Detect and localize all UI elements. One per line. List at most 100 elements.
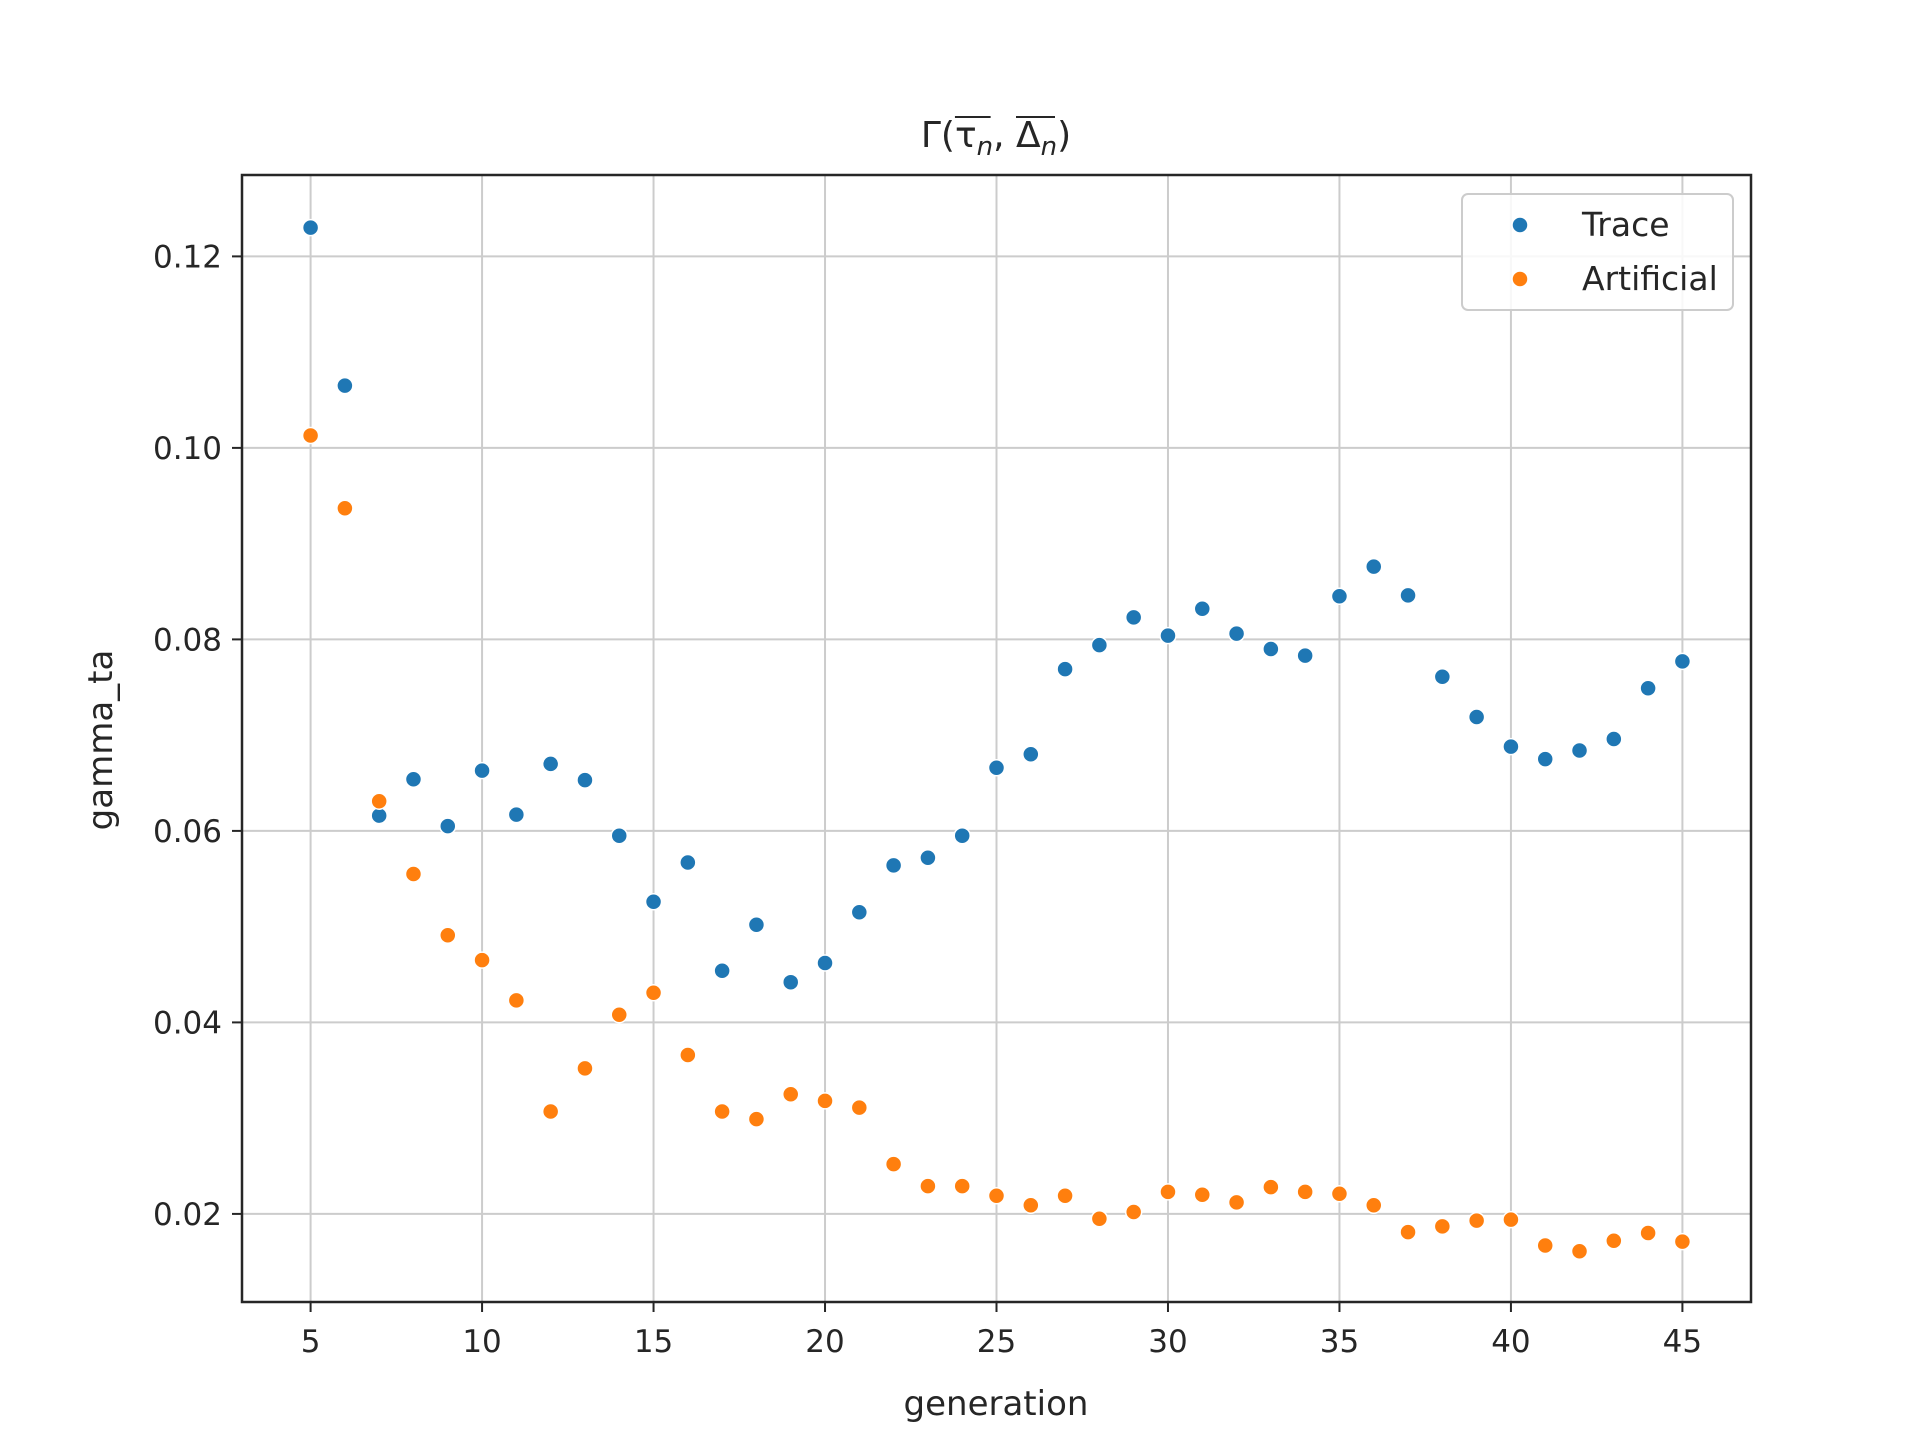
point-trace bbox=[301, 218, 320, 237]
point-artificial bbox=[336, 499, 354, 517]
point-trace bbox=[884, 856, 903, 875]
point-trace bbox=[1330, 587, 1349, 606]
y-tick-label: 0.08 bbox=[153, 622, 222, 658]
point-artificial bbox=[884, 1155, 903, 1173]
point-artificial bbox=[713, 1102, 731, 1121]
title-tau: τ bbox=[955, 115, 977, 156]
point-trace bbox=[781, 973, 800, 991]
point-artificial bbox=[301, 426, 320, 445]
point-trace bbox=[336, 376, 354, 395]
point-trace bbox=[1399, 586, 1417, 605]
point-artificial bbox=[370, 792, 388, 810]
point-artificial bbox=[1330, 1185, 1349, 1203]
point-artificial bbox=[439, 926, 457, 945]
point-trace bbox=[644, 893, 663, 911]
point-trace bbox=[713, 961, 731, 980]
point-trace bbox=[1193, 600, 1212, 618]
point-artificial bbox=[816, 1092, 834, 1110]
point-artificial bbox=[747, 1110, 766, 1128]
x-tick-label: 15 bbox=[634, 1324, 673, 1360]
legend-label-artificial: Artificial bbox=[1582, 259, 1718, 298]
title-subscript-2: n bbox=[1041, 132, 1057, 162]
title-separator: , bbox=[993, 115, 1016, 156]
point-artificial bbox=[541, 1102, 560, 1121]
legend-marker-trace bbox=[1511, 216, 1529, 234]
point-artificial bbox=[987, 1186, 1006, 1205]
point-trace bbox=[541, 755, 560, 773]
point-trace bbox=[1605, 730, 1623, 748]
point-trace bbox=[507, 805, 526, 824]
point-trace bbox=[610, 826, 628, 845]
point-trace bbox=[1159, 626, 1177, 645]
point-trace bbox=[1365, 557, 1383, 576]
point-artificial bbox=[1570, 1242, 1589, 1261]
point-artificial bbox=[404, 865, 423, 883]
point-trace bbox=[1639, 679, 1657, 697]
point-trace bbox=[1536, 750, 1554, 768]
point-trace bbox=[1296, 646, 1314, 665]
point-artificial bbox=[781, 1085, 800, 1103]
legend-label-trace: Trace bbox=[1581, 205, 1670, 244]
point-artificial bbox=[473, 951, 491, 969]
legend-box bbox=[1461, 193, 1734, 311]
x-tick-label: 10 bbox=[462, 1324, 501, 1360]
x-axis-label: generation bbox=[904, 1384, 1089, 1424]
point-artificial bbox=[1467, 1211, 1486, 1230]
point-artificial bbox=[1673, 1232, 1692, 1251]
point-artificial bbox=[1022, 1196, 1040, 1215]
point-trace bbox=[1022, 745, 1040, 764]
plot-frame bbox=[240, 173, 1753, 1304]
point-artificial bbox=[1605, 1231, 1623, 1250]
point-trace bbox=[850, 903, 869, 922]
y-tick-label: 0.04 bbox=[153, 1005, 222, 1041]
point-artificial bbox=[1502, 1210, 1520, 1229]
point-trace bbox=[1090, 636, 1109, 654]
x-tick-label: 5 bbox=[301, 1324, 321, 1360]
point-trace bbox=[953, 826, 971, 845]
point-trace bbox=[919, 848, 937, 867]
point-trace bbox=[473, 761, 491, 780]
point-trace bbox=[370, 806, 388, 825]
point-trace bbox=[987, 758, 1006, 777]
point-trace bbox=[1227, 624, 1246, 643]
point-artificial bbox=[1296, 1183, 1314, 1201]
point-artificial bbox=[1365, 1196, 1383, 1215]
point-artificial bbox=[1262, 1178, 1280, 1196]
point-artificial bbox=[644, 983, 663, 1002]
point-trace bbox=[1467, 708, 1486, 726]
point-trace bbox=[439, 817, 457, 835]
chart-title: Γ(τn, Δn) bbox=[921, 115, 1071, 162]
point-artificial bbox=[1536, 1236, 1554, 1255]
y-tick-label: 0.12 bbox=[153, 239, 222, 275]
x-tick-label: 30 bbox=[1148, 1324, 1187, 1360]
point-trace bbox=[1502, 737, 1520, 756]
point-trace bbox=[747, 915, 766, 934]
y-tick-label: 0.02 bbox=[153, 1197, 222, 1233]
data-points bbox=[301, 218, 1692, 1261]
point-artificial bbox=[953, 1177, 971, 1195]
x-tick-label: 25 bbox=[977, 1324, 1016, 1360]
point-artificial bbox=[1090, 1209, 1109, 1228]
y-axis-label: gamma_ta bbox=[81, 650, 121, 831]
point-artificial bbox=[576, 1059, 594, 1078]
point-artificial bbox=[1124, 1203, 1143, 1221]
point-artificial bbox=[919, 1177, 937, 1195]
y-tick-label: 0.10 bbox=[153, 431, 222, 467]
legend: Trace Artificial bbox=[1461, 193, 1734, 311]
point-artificial bbox=[679, 1046, 697, 1064]
point-trace bbox=[1673, 652, 1692, 671]
point-trace bbox=[679, 853, 697, 872]
x-tick-label: 40 bbox=[1491, 1324, 1530, 1360]
point-trace bbox=[1056, 660, 1074, 678]
point-trace bbox=[1262, 640, 1280, 658]
point-artificial bbox=[610, 1005, 628, 1024]
point-artificial bbox=[507, 991, 526, 1010]
point-trace bbox=[1433, 667, 1452, 686]
legend-marker-artificial bbox=[1511, 270, 1529, 288]
title-prefix: Γ( bbox=[921, 115, 955, 156]
y-tick-label: 0.06 bbox=[153, 814, 222, 850]
point-trace bbox=[404, 770, 423, 788]
x-tick-label: 35 bbox=[1320, 1324, 1359, 1360]
point-artificial bbox=[850, 1098, 869, 1117]
